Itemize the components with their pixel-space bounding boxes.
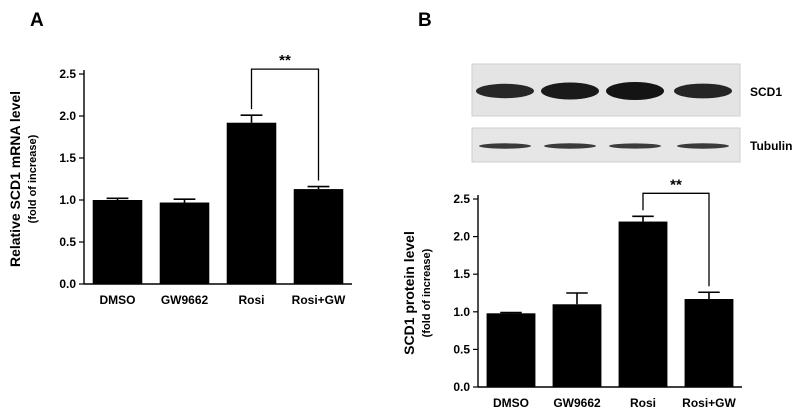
blot-band-scd1	[476, 83, 534, 99]
chart-b-y-axis-title: SCD1 protein level	[401, 231, 417, 355]
chart-b-x-tick-label: DMSO	[493, 396, 529, 410]
chart-a-y-tick-label: 2.5	[59, 67, 76, 81]
chart-b-bar	[618, 221, 668, 387]
chart-b-x-tick-label: Rosi	[630, 396, 656, 410]
chart-a-significance-bracket	[250, 68, 320, 181]
blot-band-tubulin	[479, 143, 531, 149]
chart-a-y-tick-label: 0.0	[59, 277, 76, 291]
chart-b-x-tick-label: Rosi+GW	[682, 396, 736, 410]
chart-b-significance-label: **	[670, 176, 682, 193]
panel-a-letter: A	[30, 10, 44, 31]
blot-band-tubulin	[544, 143, 596, 149]
chart-a-x-tick-label: Rosi+GW	[292, 293, 346, 307]
chart-b-bar	[684, 299, 734, 387]
chart-b-x-tick-label: GW9662	[553, 396, 601, 410]
chart-a-x-tick-label: DMSO	[100, 293, 136, 307]
chart-a-y-tick-label: 1.0	[59, 193, 76, 207]
chart-a-y-axis-title: Relative SCD1 mRNA level	[7, 91, 23, 267]
chart-a: 0.0 0.5 1.0 1.5 2.0 2.5 DMSO GW9662 Rosi Rosi+GW R…	[7, 52, 352, 307]
blot-band-tubulin	[677, 143, 729, 149]
chart-a-y-tick-label: 1.5	[59, 151, 76, 165]
chart-b-bar	[486, 313, 536, 387]
blot-band-tubulin	[609, 143, 661, 149]
chart-b-y-tick-label: 2.5	[453, 192, 470, 206]
chart-a-y-axis-subtitle: (fold of increase)	[27, 134, 39, 223]
chart-a-bar	[159, 202, 210, 284]
chart-a-x-tick-label: Rosi	[238, 293, 264, 307]
chart-a-y-tick-label: 0.5	[59, 235, 76, 249]
chart-b-y-tick-label: 2.0	[453, 230, 470, 244]
chart-b-y-axis-subtitle: (fold of increase)	[421, 248, 433, 337]
chart-a-bar	[226, 122, 277, 284]
chart-a-y-tick-label: 2.0	[59, 109, 76, 123]
chart-b-y-tick-label: 0.5	[453, 342, 470, 356]
chart-b-y-tick-label: 1.0	[453, 305, 470, 319]
chart-a-x-tick-label: GW9662	[161, 293, 209, 307]
western-blot: SCD1 Tubulin	[471, 63, 792, 163]
chart-a-significance-label: **	[279, 52, 291, 69]
chart-b-bar	[552, 304, 602, 387]
chart-b-significance-bracket	[642, 192, 710, 287]
panel-b-letter: B	[418, 10, 432, 31]
chart-b-y-tick-label: 1.5	[453, 267, 470, 281]
chart-a-bar	[293, 189, 344, 284]
chart-b: 0.0 0.5 1.0 1.5 2.0 2.5 DMSO GW9662 Rosi Rosi+GW S…	[401, 176, 742, 410]
blot-label-tubulin: Tubulin	[750, 139, 792, 153]
blot-band-scd1	[674, 83, 732, 99]
chart-b-y-tick-label: 0.0	[453, 380, 470, 394]
blot-band-scd1	[541, 82, 599, 100]
blot-band-scd1	[606, 82, 664, 100]
blot-label-scd1: SCD1	[750, 85, 782, 99]
chart-a-bar	[92, 200, 143, 284]
